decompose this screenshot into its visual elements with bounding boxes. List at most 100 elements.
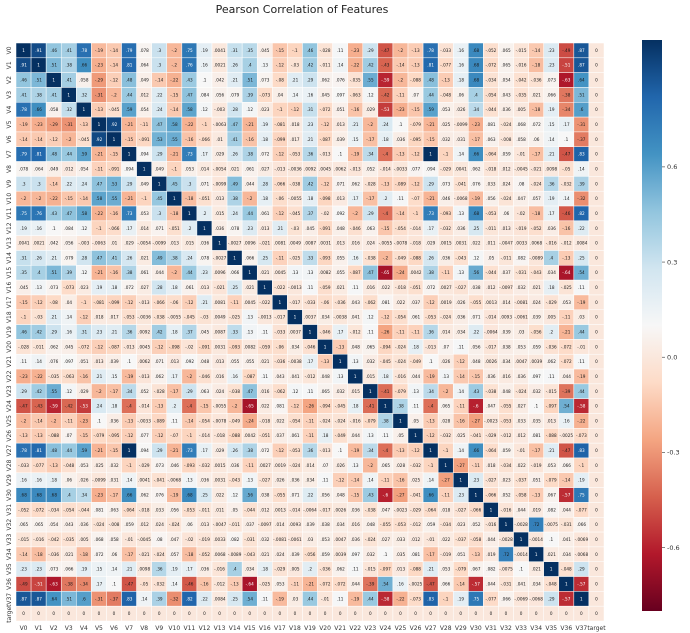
heatmap-cell-value: -.088	[410, 567, 421, 572]
heatmap-cell-value: -.15	[80, 433, 89, 438]
x-tick-label: V2	[50, 625, 58, 632]
heatmap-cell-value: .43	[186, 78, 193, 83]
heatmap-cell-value: 1	[414, 433, 417, 438]
heatmap-cell-value: .42	[35, 330, 42, 335]
heatmap-cell-value: -.11	[562, 315, 571, 320]
heatmap-cell-value: .22	[65, 181, 72, 186]
heatmap-cell-value: -.2	[172, 48, 178, 53]
heatmap-cell-value: -.094	[380, 344, 391, 349]
heatmap-cell-value: .026	[79, 478, 89, 483]
heatmap-cell-value: -.11	[381, 478, 390, 483]
heatmap-cell-value: -.052	[199, 552, 210, 557]
heatmap-cell-value: -.073	[63, 285, 74, 290]
heatmap-cell-value: -.037	[455, 537, 466, 542]
heatmap-cell-value: .039	[109, 359, 119, 364]
heatmap-cell-value: .0082	[244, 344, 256, 349]
heatmap-cell-value: -.17	[472, 137, 481, 142]
heatmap-cell-value: .054	[79, 166, 89, 171]
heatmap-cell-value: .037	[411, 300, 421, 305]
heatmap-cell-value: -.056	[305, 552, 316, 557]
heatmap-cell-value: .036	[200, 241, 210, 246]
heatmap-cell-value: .21	[231, 78, 238, 83]
heatmap-cell-value: .044	[516, 507, 526, 512]
heatmap-cell-value: -.015	[546, 389, 557, 394]
heatmap-cell-value: .034	[531, 581, 541, 586]
heatmap-cell-value: .026	[456, 300, 466, 305]
heatmap-cell-value: -.0061	[288, 537, 302, 542]
heatmap-cell-value: 0	[52, 611, 55, 616]
heatmap-cell-value: -.21	[306, 581, 315, 586]
heatmap-cell-value: -.13	[472, 552, 481, 557]
heatmap-cell-value: .068	[94, 537, 104, 542]
heatmap-cell-value: .027	[381, 537, 391, 542]
heatmap-cell-value: .08	[518, 181, 525, 186]
heatmap-cell-value: .078	[230, 226, 240, 231]
heatmap-cell-value: .48	[50, 448, 57, 453]
heatmap-cell-value: .037	[275, 433, 285, 438]
heatmap-cell-value: -.15	[351, 493, 360, 498]
heatmap-cell-value: .19	[96, 285, 103, 290]
heatmap-cell-value: -.11	[306, 433, 315, 438]
heatmap-cell-value: 1	[37, 63, 40, 68]
x-tick-label: V17	[274, 625, 286, 632]
heatmap-cell-value: -.58	[381, 596, 390, 601]
heatmap-cell-value: .062	[335, 567, 345, 572]
heatmap-cell-value: -.011	[33, 344, 44, 349]
heatmap-cell-value: -.14	[185, 418, 194, 423]
heatmap-cell-value: .081	[531, 433, 541, 438]
heatmap-cell-value: .056	[215, 92, 225, 97]
y-tick-label: V5	[6, 120, 13, 128]
heatmap-cell-value: .021	[531, 285, 541, 290]
heatmap-cell-value: .32	[65, 107, 72, 112]
heatmap-cell-value: .065	[441, 404, 451, 409]
heatmap-cell-value: 0	[339, 611, 342, 616]
heatmap-cell-value: .082	[516, 255, 526, 260]
heatmap-cell-value: -.028	[18, 344, 29, 349]
heatmap-cell-value: -.077	[33, 463, 44, 468]
heatmap-cell-value: -.012	[214, 581, 225, 586]
heatmap-cell-value: -.013	[320, 448, 331, 453]
heatmap-cell-value: 1	[188, 211, 191, 216]
heatmap-cell-value: .024	[215, 389, 225, 394]
heatmap-cell-value: .41	[50, 92, 57, 97]
heatmap-cell-value: .035	[531, 418, 541, 423]
heatmap-cell-value: .11	[457, 344, 464, 349]
heatmap-cell-value: .13	[307, 270, 314, 275]
heatmap-cell-value: .036	[109, 418, 119, 423]
heatmap-cell-value: .1	[202, 78, 206, 83]
heatmap-cell-value: .49	[156, 255, 163, 260]
heatmap-cell-value: -.056	[531, 330, 542, 335]
heatmap-cell-value: -.12	[411, 448, 420, 453]
heatmap-cell-value: -.0047	[213, 522, 227, 527]
heatmap-cell-value: 0	[324, 611, 327, 616]
heatmap-cell-value: .052	[501, 493, 511, 498]
heatmap-cell-value: .15	[548, 122, 555, 127]
heatmap-cell-value: -.0036	[137, 315, 151, 320]
heatmap-cell-value: .029	[215, 448, 225, 453]
heatmap-cell-value: 0	[595, 507, 598, 512]
heatmap-cell-value: .26	[35, 255, 42, 260]
heatmap-cell-value: 1	[83, 107, 86, 112]
heatmap-cell-value: -.029	[440, 166, 451, 171]
heatmap-cell-value: .13	[457, 211, 464, 216]
heatmap-cell-value: -.0055	[168, 315, 182, 320]
heatmap-cell-value: 1	[248, 270, 251, 275]
heatmap-cell-value: .11	[307, 285, 314, 290]
heatmap-cell-value: .16	[457, 63, 464, 68]
heatmap-cell-value: .0068	[214, 552, 226, 557]
heatmap-cell-value: .81	[35, 152, 42, 157]
heatmap-cell-value: .0092	[304, 166, 316, 171]
heatmap-cell-value: -.087	[320, 137, 331, 142]
heatmap-cell-value: .027	[139, 285, 149, 290]
heatmap-cell-value: .005	[516, 107, 526, 112]
heatmap-cell-value: .058	[109, 537, 119, 542]
heatmap-cell-value: 0	[595, 255, 598, 260]
heatmap-cell-value: .31	[231, 48, 238, 53]
y-tick-label: V10	[6, 193, 13, 205]
heatmap-cell-value: -.054	[395, 315, 406, 320]
heatmap-cell-value: .059	[426, 522, 436, 527]
heatmap-cell-value: 1	[369, 389, 372, 394]
heatmap-cell-value: -.024	[93, 522, 104, 527]
heatmap-cell-value: -.18	[185, 196, 194, 201]
heatmap-cell-value: .073	[49, 567, 59, 572]
